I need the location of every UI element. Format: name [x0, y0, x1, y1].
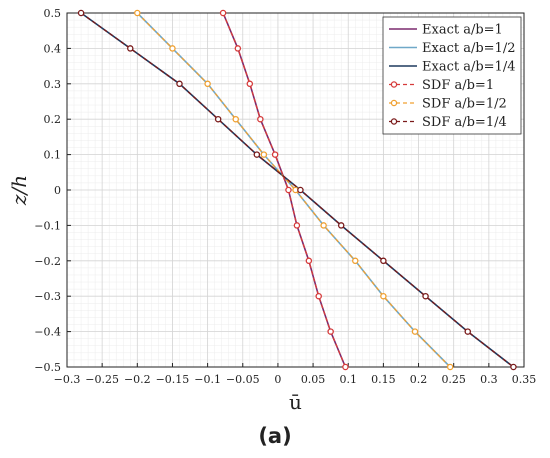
chart: −0.3 −0.25 −0.2 −0.15 −0.1 −0.05 0 0.05 0.1 0.15 0…: [7, 7, 536, 414]
x-tick-label: −0.15: [156, 373, 190, 386]
legend-marker: [390, 99, 398, 107]
series-group: [77, 9, 517, 371]
legend-box: [382, 16, 522, 135]
data-point: [169, 45, 176, 52]
data-point: [342, 363, 349, 371]
y-tick-label: 0: [54, 184, 61, 197]
data-point: [446, 363, 454, 371]
x-tick-label: 0.05: [301, 373, 326, 386]
legend-item: Exact a/b=1/2: [389, 41, 515, 56]
data-point: [510, 363, 517, 371]
y-tick-label: 0.2: [44, 113, 62, 126]
data-point: [352, 257, 359, 265]
legend-item: SDF a/b=1/2: [389, 97, 507, 112]
y-tick-label: −0.4: [34, 326, 61, 339]
legend-item: SDF a/b=1: [389, 78, 494, 93]
y-tick-label: −0.3: [34, 290, 61, 303]
y-tick-label: −0.1: [34, 219, 61, 232]
legend-label: SDF a/b=1/2: [422, 97, 507, 112]
y-tick-label: 0.4: [44, 42, 62, 55]
ticks: −0.3 −0.25 −0.2 −0.15 −0.1 −0.05 0 0.05 0.1 0.15 0…: [34, 7, 536, 386]
data-point: [293, 222, 301, 229]
legend-item: Exact a/b=1: [389, 23, 503, 38]
data-point: [305, 257, 313, 265]
data-point: [204, 80, 211, 88]
data-point: [271, 151, 279, 158]
data-point: [285, 186, 292, 194]
data-point: [260, 151, 268, 158]
legend-label: Exact a/b=1/2: [422, 41, 515, 56]
y-tick-label: −0.5: [34, 361, 61, 374]
x-tick-label: 0.35: [512, 373, 537, 386]
x-tick-label: 0.3: [480, 373, 498, 386]
x-axis-label: ū: [289, 390, 302, 414]
legend-marker: [390, 81, 398, 88]
series-line: [222, 12, 347, 368]
y-tick-label: −0.2: [34, 255, 61, 268]
y-axis-label: z/h: [7, 175, 31, 206]
legend: Exact a/b=1 Exact a/b=1/2 Exact a/b=1/4 SDF…: [382, 16, 522, 135]
data-point: [327, 328, 334, 335]
data-point: [77, 9, 85, 17]
data-point: [464, 328, 472, 335]
data-point: [176, 80, 183, 88]
data-point: [320, 222, 327, 229]
data-point: [315, 292, 322, 300]
data-point: [127, 45, 134, 52]
legend-marker: [390, 118, 398, 125]
x-tick-label: 0.15: [371, 373, 396, 386]
data-point: [337, 222, 345, 229]
legend-item: Exact a/b=1/4: [389, 60, 515, 75]
data-point: [253, 151, 261, 158]
y-tick-label: 0.1: [44, 149, 62, 162]
data-point: [219, 9, 227, 17]
x-tick-label: −0.3: [54, 373, 81, 386]
x-tick-label: 0: [274, 373, 281, 386]
legend-label: SDF a/b=1/4: [422, 115, 507, 130]
x-tick-label: 0.2: [410, 373, 428, 386]
data-point: [297, 186, 304, 194]
data-point: [214, 115, 222, 123]
data-point: [380, 292, 387, 300]
series-5: [134, 9, 454, 371]
x-tick-label: −0.25: [85, 373, 119, 386]
legend-label: Exact a/b=1: [422, 23, 503, 38]
x-tick-label: −0.1: [194, 373, 221, 386]
legend-label: SDF a/b=1: [422, 78, 494, 93]
legend-item: SDF a/b=1/4: [389, 115, 507, 130]
series-6: [77, 9, 517, 371]
data-point: [380, 257, 387, 265]
x-tick-label: 0.25: [441, 373, 466, 386]
data-point: [232, 115, 239, 123]
series-4: [219, 9, 349, 371]
data-point: [422, 292, 429, 300]
data-point: [234, 45, 242, 52]
figure-caption: (a): [258, 424, 292, 448]
y-tick-label: 0.5: [44, 7, 62, 20]
legend-label: Exact a/b=1/4: [422, 60, 515, 75]
x-tick-label: −0.05: [226, 373, 260, 386]
y-tick-label: 0.3: [44, 78, 62, 91]
data-point: [134, 9, 141, 17]
data-point: [246, 80, 254, 88]
data-point: [257, 115, 264, 123]
x-tick-label: −0.2: [124, 373, 151, 386]
x-tick-label: 0.1: [339, 373, 357, 386]
data-point: [411, 328, 419, 335]
